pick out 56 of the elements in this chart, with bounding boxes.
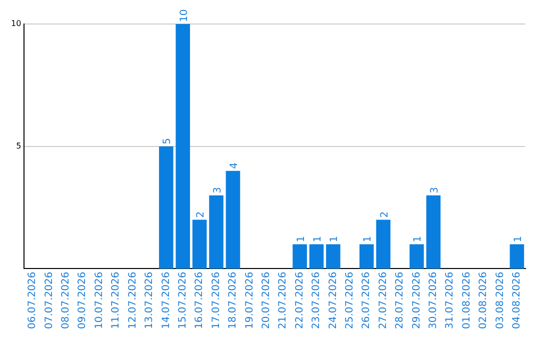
bar — [359, 244, 374, 269]
bar — [426, 195, 441, 269]
x-tick-label: 25.07.2026 — [344, 272, 356, 330]
x-tick-label: 27.07.2026 — [378, 272, 389, 330]
bar — [376, 220, 390, 269]
x-tick-label: 23.07.2026 — [311, 272, 322, 330]
data-label: 5 — [162, 138, 174, 144]
data-label: 1 — [329, 236, 340, 242]
data-label: 3 — [212, 186, 224, 194]
bar — [192, 220, 207, 269]
x-tick-label: 29.07.2026 — [411, 272, 422, 330]
x-tick-label: 09.07.2026 — [77, 272, 88, 330]
x-tick-label: 24.07.2026 — [328, 272, 339, 330]
x-tick-label: 31.07.2026 — [444, 272, 456, 330]
bar — [176, 24, 190, 269]
bar — [410, 244, 424, 269]
data-label: 10 — [178, 9, 190, 22]
x-tick-label: 21.07.2026 — [278, 272, 289, 330]
bar — [292, 244, 307, 269]
x-tick-label: 16.07.2026 — [194, 272, 206, 330]
x-tick-label: 30.07.2026 — [428, 272, 440, 330]
bar — [326, 244, 340, 269]
data-label: 1 — [296, 236, 307, 242]
x-tick-label: 22.07.2026 — [294, 272, 306, 330]
x-tick-label: 03.08.2026 — [494, 272, 506, 330]
bar — [209, 195, 224, 269]
data-label: 1 — [312, 236, 324, 242]
data-label: 1 — [412, 236, 424, 242]
x-tick-label: 19.07.2026 — [244, 272, 256, 330]
data-label: 1 — [512, 236, 524, 242]
data-label: 4 — [228, 162, 240, 169]
x-tick-label: 17.07.2026 — [210, 272, 222, 330]
x-tick-label: 26.07.2026 — [361, 272, 372, 330]
x-tick-label: 10.07.2026 — [94, 272, 105, 330]
x-tick-label: 14.07.2026 — [160, 272, 172, 330]
data-label: 2 — [379, 211, 390, 218]
x-tick-label: 18.07.2026 — [228, 272, 239, 330]
x-tick-label: 01.08.2026 — [461, 272, 472, 330]
x-tick-label: 28.07.2026 — [394, 272, 406, 330]
x-tick-label: 07.07.2026 — [44, 272, 55, 330]
x-tick-label: 08.07.2026 — [60, 272, 72, 330]
x-tick-label: 20.07.2026 — [260, 272, 272, 330]
data-label: 2 — [196, 211, 207, 218]
bar — [226, 170, 240, 269]
data-label: 1 — [362, 236, 374, 242]
bar — [159, 146, 174, 269]
x-tick-label: 11.07.2026 — [110, 272, 122, 330]
x-tick-label: 06.07.2026 — [27, 272, 38, 330]
bar — [510, 244, 524, 269]
bar — [309, 244, 324, 269]
x-tick-label: 04.08.2026 — [512, 272, 523, 330]
x-tick-label: 02.08.2026 — [478, 272, 490, 330]
data-label: 3 — [429, 186, 440, 194]
x-tick-label: 13.07.2026 — [144, 272, 156, 330]
x-tick-label: 15.07.2026 — [177, 272, 188, 330]
x-tick-label: 12.07.2026 — [127, 272, 138, 330]
